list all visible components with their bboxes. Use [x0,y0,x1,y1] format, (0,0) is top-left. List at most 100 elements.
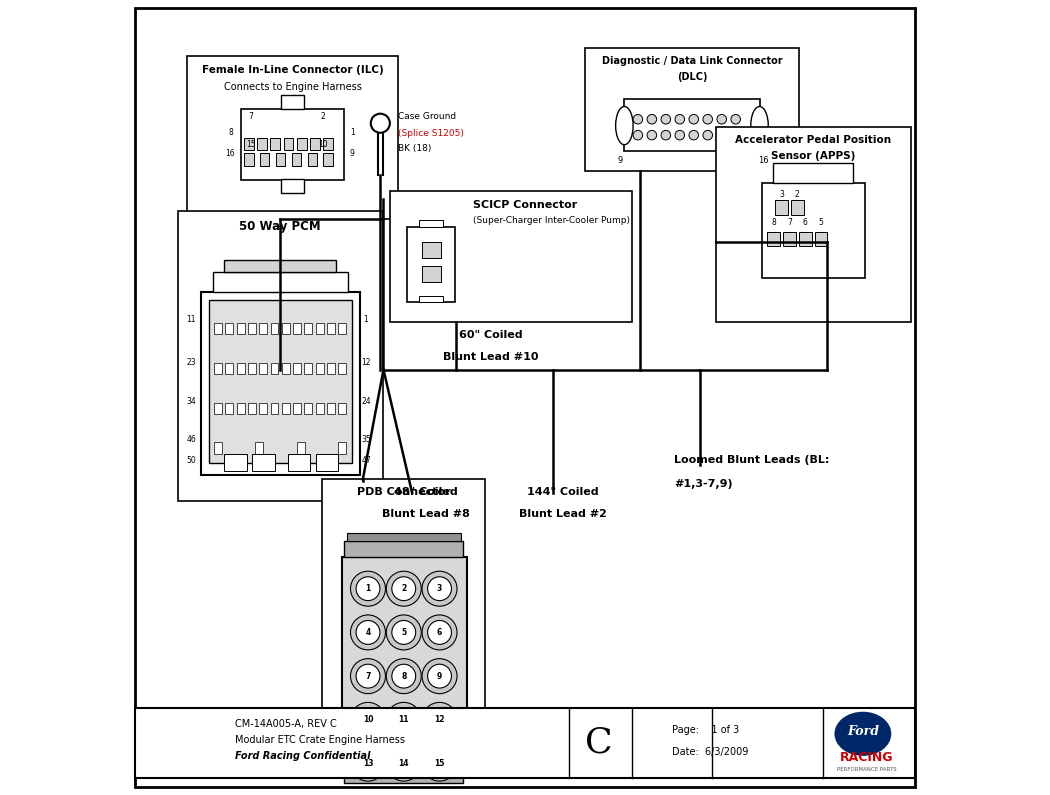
Circle shape [731,130,740,140]
Bar [293,324,301,335]
Text: BK (18): BK (18) [398,144,432,153]
Circle shape [392,665,416,688]
Circle shape [647,130,656,140]
Bar [308,153,317,166]
Text: 6: 6 [437,628,442,637]
Bar [344,768,463,784]
Circle shape [689,114,698,124]
Bar [281,324,290,335]
Circle shape [427,577,452,601]
Text: 34: 34 [186,398,196,406]
Circle shape [356,665,380,688]
Circle shape [689,130,698,140]
Circle shape [662,114,671,124]
Text: Blunt Lead #8: Blunt Lead #8 [382,509,469,519]
Text: 15: 15 [247,140,256,149]
Text: 2: 2 [401,584,406,593]
Text: 8: 8 [771,218,776,227]
Ellipse shape [615,107,633,145]
Bar [791,200,803,215]
Bar [240,109,344,180]
Circle shape [351,703,385,738]
Bar [297,138,307,150]
Text: Date:  6/3/2009: Date: 6/3/2009 [672,747,749,758]
Bar [248,363,256,374]
Text: 1: 1 [365,584,371,593]
Text: 6: 6 [803,218,807,227]
Bar [316,454,338,471]
Bar [344,541,463,557]
Circle shape [647,114,656,124]
Bar [281,363,290,374]
Bar [284,138,293,150]
Text: C: C [585,726,613,759]
Bar [248,403,256,414]
Text: (Splice S1205): (Splice S1205) [398,129,464,138]
Bar [255,443,264,454]
Text: PDB Connector: PDB Connector [357,487,450,498]
Bar [214,363,223,374]
Circle shape [392,708,416,732]
Circle shape [702,114,713,124]
Bar [271,138,280,150]
Bar [338,403,347,414]
Text: 1: 1 [363,316,369,324]
Circle shape [356,752,380,776]
Bar [775,200,788,215]
Bar [774,163,853,183]
Text: 11: 11 [399,716,410,724]
Bar [214,443,223,454]
Circle shape [633,130,643,140]
Text: SCICP Connector: SCICP Connector [474,200,578,211]
Circle shape [356,708,380,732]
Circle shape [351,615,385,650]
Bar [226,363,233,374]
Text: 12: 12 [361,358,371,366]
Bar [271,403,278,414]
Text: 23: 23 [186,358,196,366]
Bar [244,138,253,150]
Bar [316,403,323,414]
Text: 9: 9 [437,672,442,681]
Bar [327,403,335,414]
Bar [419,296,443,302]
Bar [257,138,267,150]
Text: 9: 9 [350,149,355,158]
Text: 9: 9 [617,156,623,165]
Text: 5: 5 [401,628,406,637]
Bar [259,153,270,166]
Bar [338,443,347,454]
Text: 16: 16 [758,156,769,165]
Text: 12: 12 [435,716,445,724]
Bar [390,191,632,322]
Text: 16: 16 [226,149,235,158]
Text: 13: 13 [362,759,373,768]
Bar [316,324,323,335]
Circle shape [371,114,390,133]
Circle shape [717,114,727,124]
Bar [135,708,915,778]
Bar [716,127,910,322]
Bar [419,220,443,227]
Circle shape [675,130,685,140]
Bar [783,232,796,246]
Text: 3: 3 [779,190,783,200]
Text: 24: 24 [361,398,371,406]
Bar [323,153,333,166]
Bar [259,403,267,414]
Circle shape [386,658,421,693]
Circle shape [731,114,740,124]
Bar [815,232,827,246]
Text: (DLC): (DLC) [676,72,708,82]
Bar [768,232,780,246]
Ellipse shape [836,713,890,754]
Bar [422,242,441,258]
Bar [338,324,347,335]
Bar [280,95,304,109]
Circle shape [356,621,380,644]
Bar [236,403,245,414]
Text: 4: 4 [365,628,371,637]
Bar [407,227,455,302]
Circle shape [662,130,671,140]
Bar [259,324,267,335]
